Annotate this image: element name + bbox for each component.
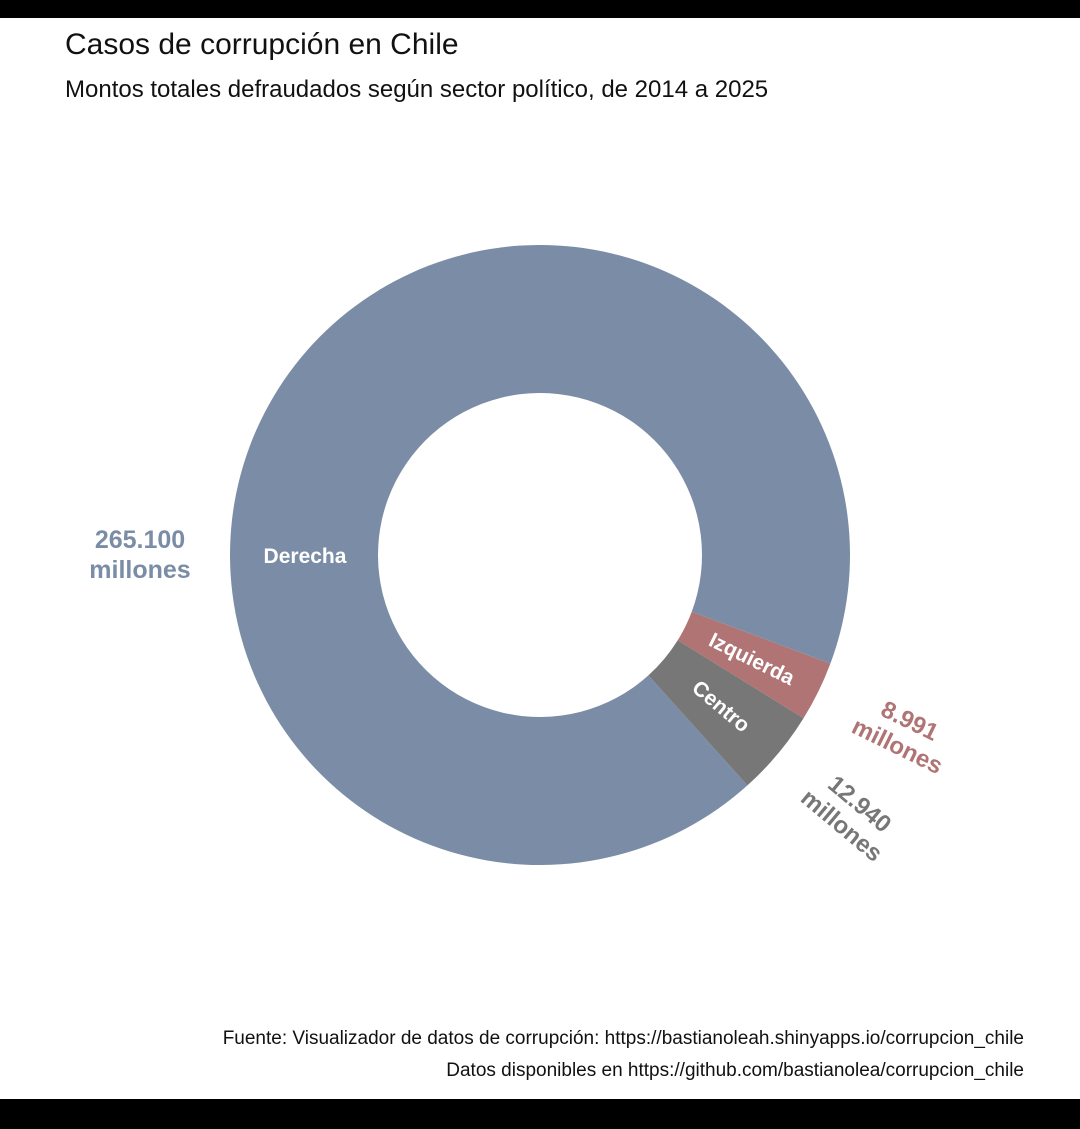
- label-derecha: Derecha: [264, 545, 347, 568]
- caption-source: Fuente: Visualizador de datos de corrupc…: [222, 1028, 1024, 1049]
- slice-izquierda: [677, 611, 831, 719]
- slice-derecha: [230, 244, 851, 865]
- top-black-bar: [0, 0, 1080, 18]
- chart-subtitle: Montos totales defraudados según sector …: [65, 76, 769, 103]
- caption-data: Datos disponibles en https://github.com/…: [446, 1060, 1024, 1081]
- slice-centro: [648, 640, 804, 786]
- bottom-black-bar: [0, 1099, 1080, 1129]
- unit-derecha: millones: [89, 556, 190, 584]
- chart-title: Casos de corrupción en Chile: [65, 28, 459, 61]
- value-derecha: 265.100: [95, 526, 185, 554]
